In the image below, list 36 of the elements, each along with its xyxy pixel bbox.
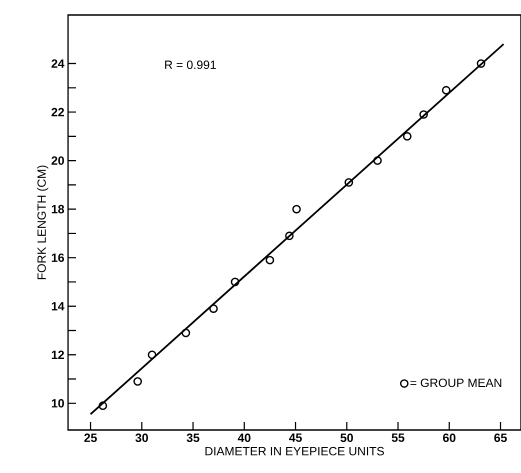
point (209, 304, 218, 313)
point (419, 110, 428, 119)
x-tick-label: 65 (494, 434, 507, 442)
y-tick-label: 14 (52, 302, 64, 310)
point (230, 278, 240, 286)
y-axis-title: FORK LENGTH (CM) (37, 166, 48, 280)
x-tick-label: 40 (238, 434, 250, 442)
y-tick-label: 12 (52, 350, 64, 359)
legend-label: = GROUP MEAN (410, 378, 502, 388)
point (476, 59, 486, 68)
point (182, 328, 190, 338)
point (98, 401, 108, 410)
point (292, 204, 301, 214)
x-tick-label: 25 (84, 434, 97, 442)
x-tick-label: 60 (443, 434, 456, 442)
point (133, 377, 142, 386)
y-tick-label: 10 (52, 399, 64, 408)
x-tick-label: 50 (340, 434, 353, 442)
y-tick-label: 20 (52, 156, 64, 165)
point (148, 350, 156, 360)
x-tick-label: 45 (289, 434, 302, 442)
y-tick-label: 24 (52, 59, 64, 68)
x-tick-label: 55 (392, 434, 404, 442)
y-tick-label: 22 (52, 108, 64, 116)
y-tick-label: 16 (52, 253, 64, 262)
x-tick-label: 35 (186, 434, 200, 442)
x-axis-title: DIAMETER IN EYEPIECE UNITS (205, 446, 384, 456)
x-tick-label: 30 (135, 434, 148, 442)
point (344, 178, 354, 187)
point (266, 256, 274, 264)
point (373, 156, 382, 165)
point (442, 86, 450, 95)
y-tick-label: 18 (52, 204, 64, 214)
point (285, 232, 294, 240)
annotation: R = 0.991 (165, 60, 216, 70)
point (402, 132, 412, 141)
